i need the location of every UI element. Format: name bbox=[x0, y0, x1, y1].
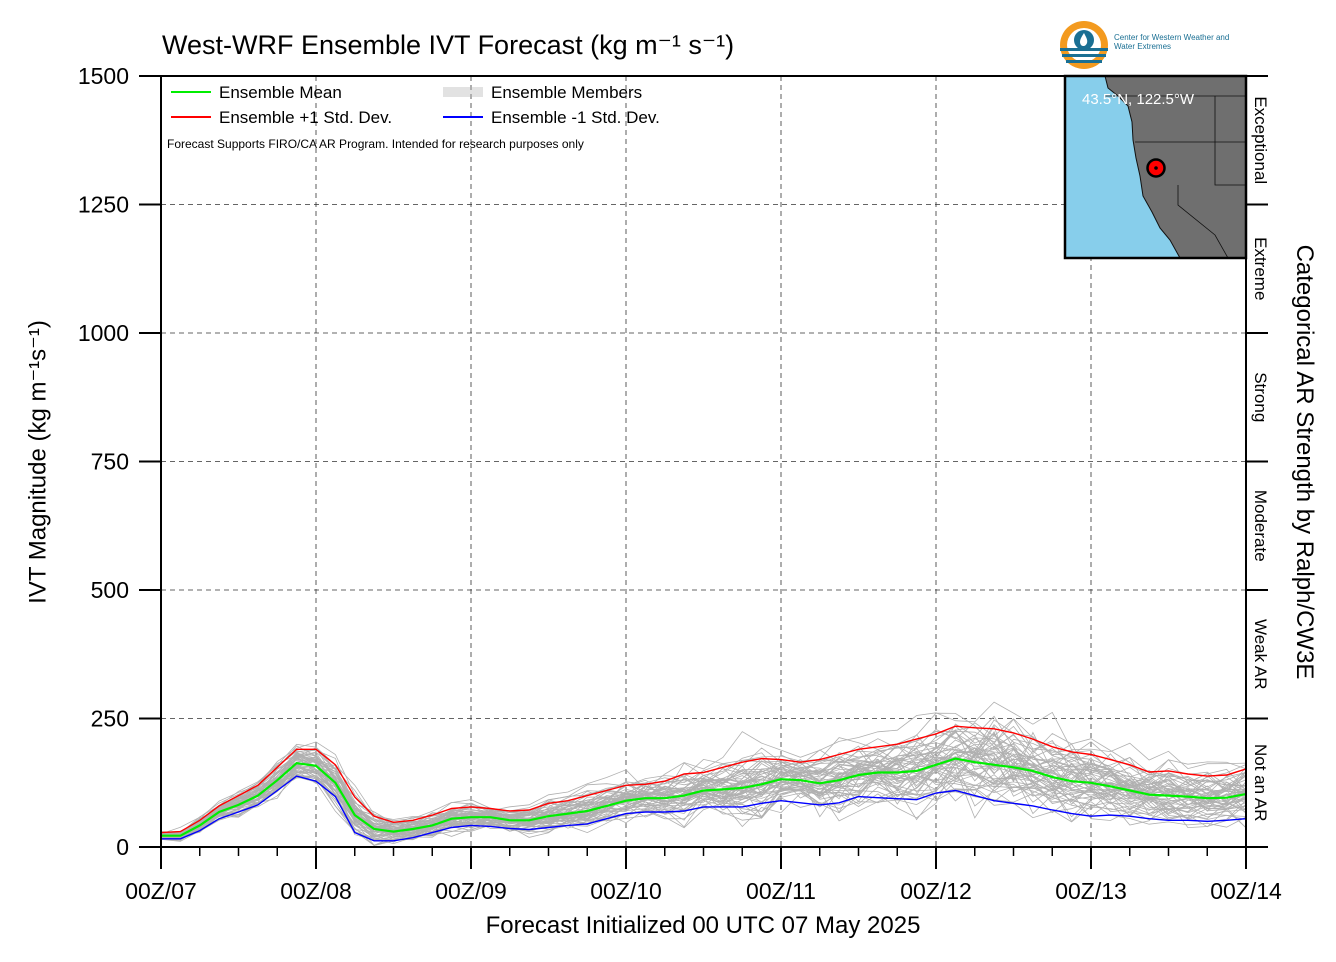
ensemble-minus-std-line bbox=[161, 775, 1247, 842]
x-axis-label: Forecast Initialized 00 UTC 07 May 2025 bbox=[485, 912, 921, 939]
inset-location-label: 43.5°N, 122.5°W bbox=[1082, 91, 1195, 108]
member-line bbox=[161, 775, 1246, 841]
ensemble-series bbox=[160, 725, 1247, 842]
member-line bbox=[161, 701, 1246, 835]
member-line bbox=[161, 764, 1246, 839]
category-label: Not an AR bbox=[1251, 744, 1270, 822]
y-tick-label: 500 bbox=[91, 577, 129, 603]
right-axis-label: Categorical AR Strength by Ralph/CW3E bbox=[1291, 244, 1318, 680]
inset-frame bbox=[1063, 74, 1248, 260]
legend-minus-std-label: Ensemble -1 Std. Dev. bbox=[491, 108, 660, 127]
chart-title: West-WRF Ensemble IVT Forecast (kg m⁻¹ s… bbox=[162, 30, 735, 60]
y-axis-label: IVT Magnitude (kg m⁻¹s⁻¹) bbox=[24, 320, 52, 604]
legend-plus-std-label: Ensemble +1 Std. Dev. bbox=[219, 108, 392, 127]
logo-icon bbox=[1060, 21, 1108, 69]
member-line bbox=[161, 757, 1246, 838]
logo-text: Center for Western Weather and Water Ext… bbox=[1114, 33, 1230, 51]
category-label: Weak AR bbox=[1251, 619, 1270, 690]
disclaimer-text: Forecast Supports FIRO/CA AR Program. In… bbox=[167, 137, 584, 151]
legend: Ensemble Mean Ensemble +1 Std. Dev. Ensemb… bbox=[171, 83, 660, 127]
axes: 0 250 500 750 1000 1250 1500 00Z/07 00Z/08 00Z/09… bbox=[78, 63, 1282, 904]
y-tick-label: 1500 bbox=[78, 63, 129, 89]
cw3e-logo: Center for Western Weather and Water Ext… bbox=[1058, 18, 1238, 72]
y-tick-label: 1000 bbox=[78, 320, 129, 346]
x-tick-label: 00Z/11 bbox=[746, 878, 816, 904]
y-tick-label: 1250 bbox=[78, 192, 129, 218]
member-line bbox=[161, 712, 1246, 833]
legend-mean-label: Ensemble Mean bbox=[219, 83, 342, 102]
ensemble-mean-line bbox=[161, 757, 1247, 837]
x-tick-label: 00Z/14 bbox=[1210, 878, 1282, 904]
member-line bbox=[161, 748, 1246, 838]
x-tick-label: 00Z/07 bbox=[125, 878, 197, 904]
category-label: Moderate bbox=[1251, 490, 1270, 562]
x-tick-label: 00Z/08 bbox=[280, 878, 352, 904]
legend-members-label: Ensemble Members bbox=[491, 83, 642, 102]
x-tick-label: 00Z/12 bbox=[900, 878, 972, 904]
inset-border bbox=[1214, 96, 1246, 186]
category-label: Strong bbox=[1251, 372, 1270, 422]
location-inset-map bbox=[1063, 74, 1248, 260]
y-tick-label: 250 bbox=[91, 706, 129, 732]
x-tick-label: 00Z/09 bbox=[435, 878, 507, 904]
category-label: Exceptional bbox=[1251, 96, 1270, 184]
location-marker-center bbox=[1154, 166, 1158, 170]
x-tick-label: 00Z/10 bbox=[590, 878, 662, 904]
inset-border bbox=[1177, 185, 1229, 259]
member-line bbox=[161, 725, 1246, 835]
category-label: Extreme bbox=[1251, 237, 1270, 300]
member-line bbox=[161, 775, 1246, 846]
ensemble-plus-std-line bbox=[160, 725, 1247, 834]
y-tick-label: 0 bbox=[116, 834, 129, 860]
y-tick-label: 750 bbox=[91, 449, 129, 475]
x-tick-label: 00Z/13 bbox=[1055, 878, 1127, 904]
